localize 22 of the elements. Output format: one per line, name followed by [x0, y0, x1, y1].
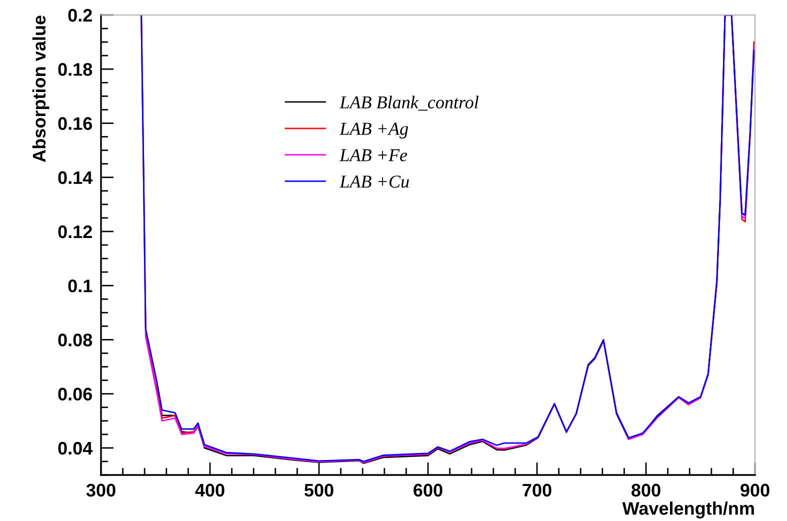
x-tick-label: 400 — [195, 484, 224, 497]
x-tick-label: 300 — [86, 484, 116, 497]
legend-label: LAB +Cu — [339, 176, 409, 188]
legend-label: LAB +Ag — [339, 122, 408, 139]
y-tick-label: 0.04 — [58, 442, 93, 455]
legend-label: LAB +Fe — [339, 149, 408, 162]
x-tick-label: 700 — [522, 484, 552, 497]
y-tick-label: 0.12 — [58, 225, 92, 238]
legend-label: LAB Blank_control — [339, 96, 479, 111]
y-tick-label: 0.16 — [58, 117, 92, 130]
x-tick-label: 600 — [414, 484, 442, 497]
x-tick-label: 900 — [740, 484, 770, 497]
y-tick-label: 0.14 — [58, 171, 93, 184]
y-tick-label: 0.2 — [68, 8, 92, 22]
x-tick-label: 800 — [632, 484, 660, 497]
x-tick-label: 500 — [304, 484, 334, 497]
y-tick-label: 0.08 — [58, 334, 92, 346]
x-axis-title: Wavelength/nm — [622, 502, 754, 518]
y-tick-label: 0.1 — [68, 280, 92, 292]
y-tick-label: 0.18 — [58, 63, 92, 76]
y-axis-title: Absorption value — [32, 16, 50, 162]
y-tick-label: 0.06 — [58, 388, 92, 401]
